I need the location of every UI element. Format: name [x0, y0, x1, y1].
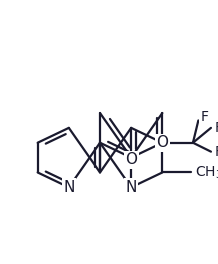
Text: O: O — [125, 152, 137, 167]
Text: N: N — [63, 180, 75, 195]
Text: O: O — [156, 135, 168, 150]
Text: N: N — [126, 180, 137, 195]
Text: CH$_3$: CH$_3$ — [195, 164, 218, 181]
Text: F: F — [200, 110, 208, 124]
Text: F: F — [215, 145, 218, 159]
Text: F: F — [215, 121, 218, 135]
